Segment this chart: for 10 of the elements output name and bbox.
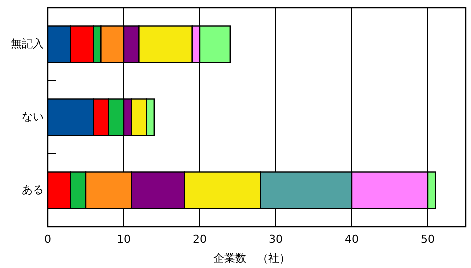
x-tick-label: 40 bbox=[345, 233, 359, 246]
x-tick-label: 10 bbox=[117, 233, 131, 246]
x-tick-label: 20 bbox=[193, 233, 207, 246]
y-tick-label: ない bbox=[22, 110, 44, 124]
x-tick-label: 0 bbox=[44, 233, 52, 246]
y-tick-label: ある bbox=[22, 184, 44, 197]
x-axis-title: 企業数 （社） bbox=[214, 252, 290, 265]
x-tick-label: 50 bbox=[421, 233, 435, 246]
y-tick-label: 無記入 bbox=[11, 38, 44, 51]
x-tick-label: 30 bbox=[269, 233, 283, 246]
